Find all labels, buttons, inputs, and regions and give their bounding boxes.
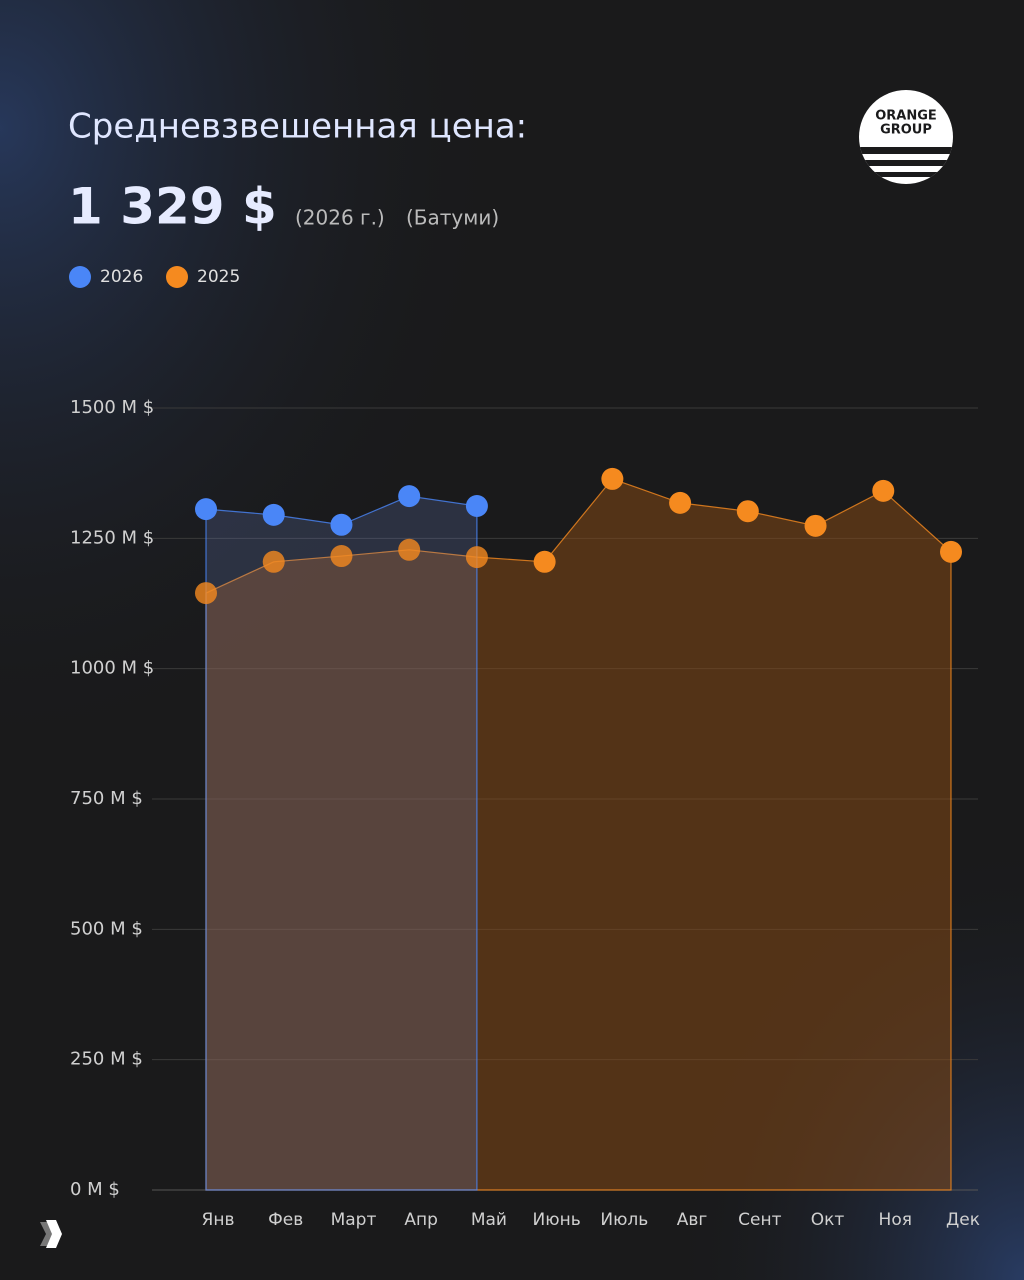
y-tick-label: 500 М $ (70, 918, 143, 939)
logo-stripe (859, 160, 953, 166)
logo-text: GROUP (880, 123, 932, 138)
subtitle-city: (Батуми) (406, 206, 499, 230)
y-tick-label: 750 М $ (70, 788, 143, 809)
data-point (330, 513, 353, 536)
logo: ORANGE GROUP (859, 90, 953, 184)
y-tick-label: 1250 М $ (70, 527, 154, 548)
logo-text: ORANGE (875, 109, 937, 124)
data-point (669, 491, 692, 514)
x-tick-label: Апр (404, 1210, 438, 1230)
title: Средневзвешенная цена: (68, 107, 527, 147)
logo-stripe (859, 172, 953, 177)
y-tick-label: 1000 М $ (70, 658, 154, 679)
data-point (262, 550, 285, 573)
data-point (195, 498, 217, 521)
x-tick-label: Фев (268, 1210, 303, 1230)
data-point (398, 485, 421, 508)
x-tick-label: Окт (811, 1210, 845, 1230)
logo-stripe (859, 147, 953, 154)
x-tick-label: Дек (946, 1210, 980, 1230)
headline: 1 329 $ (68, 178, 277, 236)
data-point (533, 550, 556, 573)
legend-swatch (166, 266, 188, 288)
x-tick-label: Июль (600, 1210, 648, 1230)
y-tick-label: 250 М $ (70, 1049, 143, 1070)
y-tick-label: 1500 М $ (70, 397, 154, 418)
data-point (195, 582, 217, 605)
data-point (262, 503, 285, 526)
x-tick-label: Сент (738, 1210, 781, 1230)
legend-label: 2025 (197, 267, 240, 287)
data-point (330, 545, 353, 568)
x-tick-label: Янв (202, 1210, 235, 1230)
x-tick-label: Май (471, 1210, 507, 1230)
data-point (872, 479, 895, 502)
x-tick-label: Авг (677, 1210, 708, 1230)
legend-label: 2026 (100, 267, 143, 287)
x-tick-label: Март (331, 1210, 377, 1230)
subtitle-year: (2026 г.) (295, 206, 385, 230)
data-point (465, 546, 488, 569)
data-point (601, 467, 624, 490)
y-tick-label: 0 М $ (70, 1179, 120, 1200)
area (205, 495, 478, 1191)
legend-swatch (69, 266, 91, 288)
data-point (398, 538, 421, 561)
data-point (804, 514, 827, 537)
data-point (736, 500, 759, 523)
x-tick-label: Июнь (533, 1210, 581, 1230)
data-point (940, 540, 962, 563)
data-point (465, 495, 488, 518)
corner-icon (40, 1220, 62, 1248)
icon-shape (46, 1220, 62, 1248)
x-tick-label: Ноя (879, 1210, 912, 1230)
